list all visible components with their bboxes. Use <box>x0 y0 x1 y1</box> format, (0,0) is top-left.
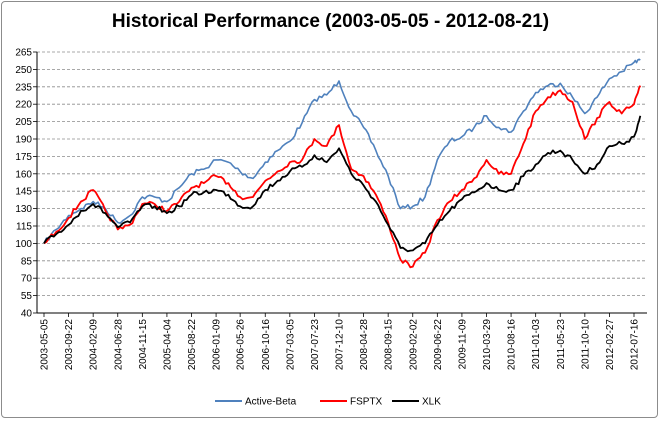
y-tick-label: 130 <box>15 204 32 215</box>
series-line-active-beta <box>43 58 641 244</box>
x-tick-label: 2004-02-09 <box>89 319 100 371</box>
y-tick-label: 40 <box>21 309 33 320</box>
x-tick-label: 2003-09-22 <box>64 319 75 371</box>
y-tick-label: 220 <box>15 100 32 111</box>
series-lines <box>43 58 642 269</box>
x-tick-label: 2012-02-27 <box>605 319 616 371</box>
y-tick-label: 55 <box>21 291 33 302</box>
x-tick-label: 2010-03-29 <box>482 319 493 371</box>
axes <box>33 51 647 314</box>
x-tick-label: 2006-05-26 <box>236 319 247 371</box>
x-tick-label: 2008-04-28 <box>359 319 370 371</box>
y-axis-ticks: 40 55 70 85 100 115 130 145 160 175 190 205 220 235 25… <box>15 48 32 320</box>
y-tick-label: 85 <box>21 256 33 267</box>
x-tick-label: 2003-05-05 <box>40 319 51 371</box>
x-tick-label: 2006-10-16 <box>261 319 272 371</box>
y-tick-label: 205 <box>15 117 32 128</box>
x-tick-label: 2009-11-09 <box>457 319 468 370</box>
y-tick-label: 100 <box>15 239 32 250</box>
x-tick-label: 2006-01-09 <box>212 319 223 371</box>
x-axis-ticks: 2003-05-05 2003-09-22 2004-02-09 2004-06-28… <box>40 313 641 370</box>
y-tick-label: 115 <box>16 222 32 233</box>
y-tick-label: 160 <box>15 169 32 180</box>
x-tick-label: 2011-10-10 <box>580 319 591 370</box>
x-tick-label: 2005-04-04 <box>162 319 173 371</box>
x-tick-label: 2009-02-02 <box>408 319 419 371</box>
legend-label: XLK <box>422 397 441 408</box>
x-tick-label: 2012-07-16 <box>630 319 641 371</box>
y-tick-label: 265 <box>15 48 32 59</box>
x-tick-label: 2007-12-10 <box>335 319 346 371</box>
legend: Active-Beta FSPTX XLK <box>215 397 441 408</box>
x-tick-label: 2004-06-28 <box>113 319 124 371</box>
x-tick-label: 2011-05-23 <box>556 319 567 370</box>
x-tick-label: 2004-11-15 <box>138 319 149 370</box>
y-tick-label: 235 <box>15 82 32 93</box>
x-tick-label: 2011-01-03 <box>531 319 542 370</box>
y-tick-label: 190 <box>15 135 32 146</box>
series-line-fsptx <box>43 85 642 269</box>
x-tick-label: 2008-09-15 <box>384 319 395 371</box>
legend-label: FSPTX <box>350 397 383 408</box>
y-tick-label: 145 <box>15 187 32 198</box>
series-line-xlk <box>43 115 642 253</box>
x-tick-label: 2007-07-23 <box>310 319 321 371</box>
x-tick-label: 2009-06-22 <box>433 319 444 371</box>
x-tick-label: 2010-08-16 <box>507 319 518 371</box>
y-tick-label: 70 <box>21 274 33 285</box>
chart-title: Historical Performance (2003-05-05 - 201… <box>111 11 550 32</box>
x-tick-label: 2007-03-05 <box>285 319 296 371</box>
x-tick-label: 2005-08-22 <box>187 319 198 371</box>
legend-label: Active-Beta <box>245 397 297 408</box>
y-tick-label: 250 <box>15 65 32 76</box>
y-tick-label: 175 <box>15 152 32 163</box>
